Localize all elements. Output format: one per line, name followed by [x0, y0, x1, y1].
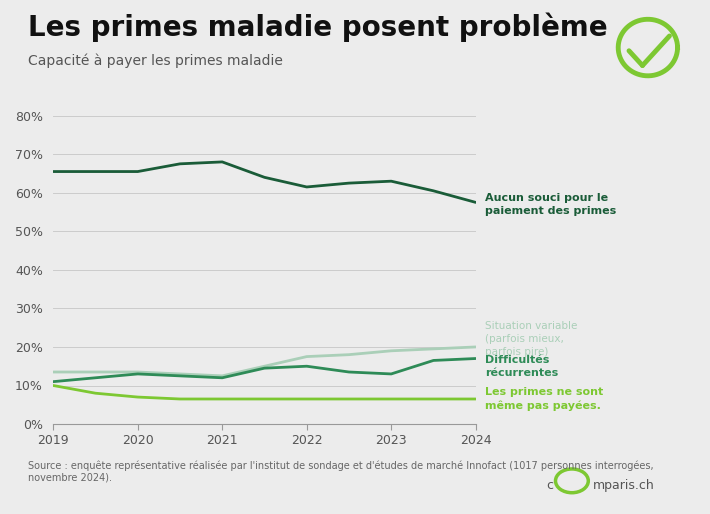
Text: Source : enquête représentative réalisée par l'institut de sondage et d'études d: Source : enquête représentative réalisée… [28, 460, 654, 483]
Text: Les primes ne sont
même pas payées.: Les primes ne sont même pas payées. [485, 387, 604, 411]
Text: Situation variable
(parfois mieux,
parfois pire): Situation variable (parfois mieux, parfo… [485, 321, 577, 357]
Text: c: c [547, 479, 554, 492]
Text: Les primes maladie posent problème: Les primes maladie posent problème [28, 13, 608, 42]
Text: Difficultés
récurrentes: Difficultés récurrentes [485, 355, 558, 378]
Text: Aucun souci pour le
paiement des primes: Aucun souci pour le paiement des primes [485, 193, 616, 216]
Text: Capacité à payer les primes maladie: Capacité à payer les primes maladie [28, 54, 283, 68]
Text: mparis.ch: mparis.ch [593, 479, 655, 492]
